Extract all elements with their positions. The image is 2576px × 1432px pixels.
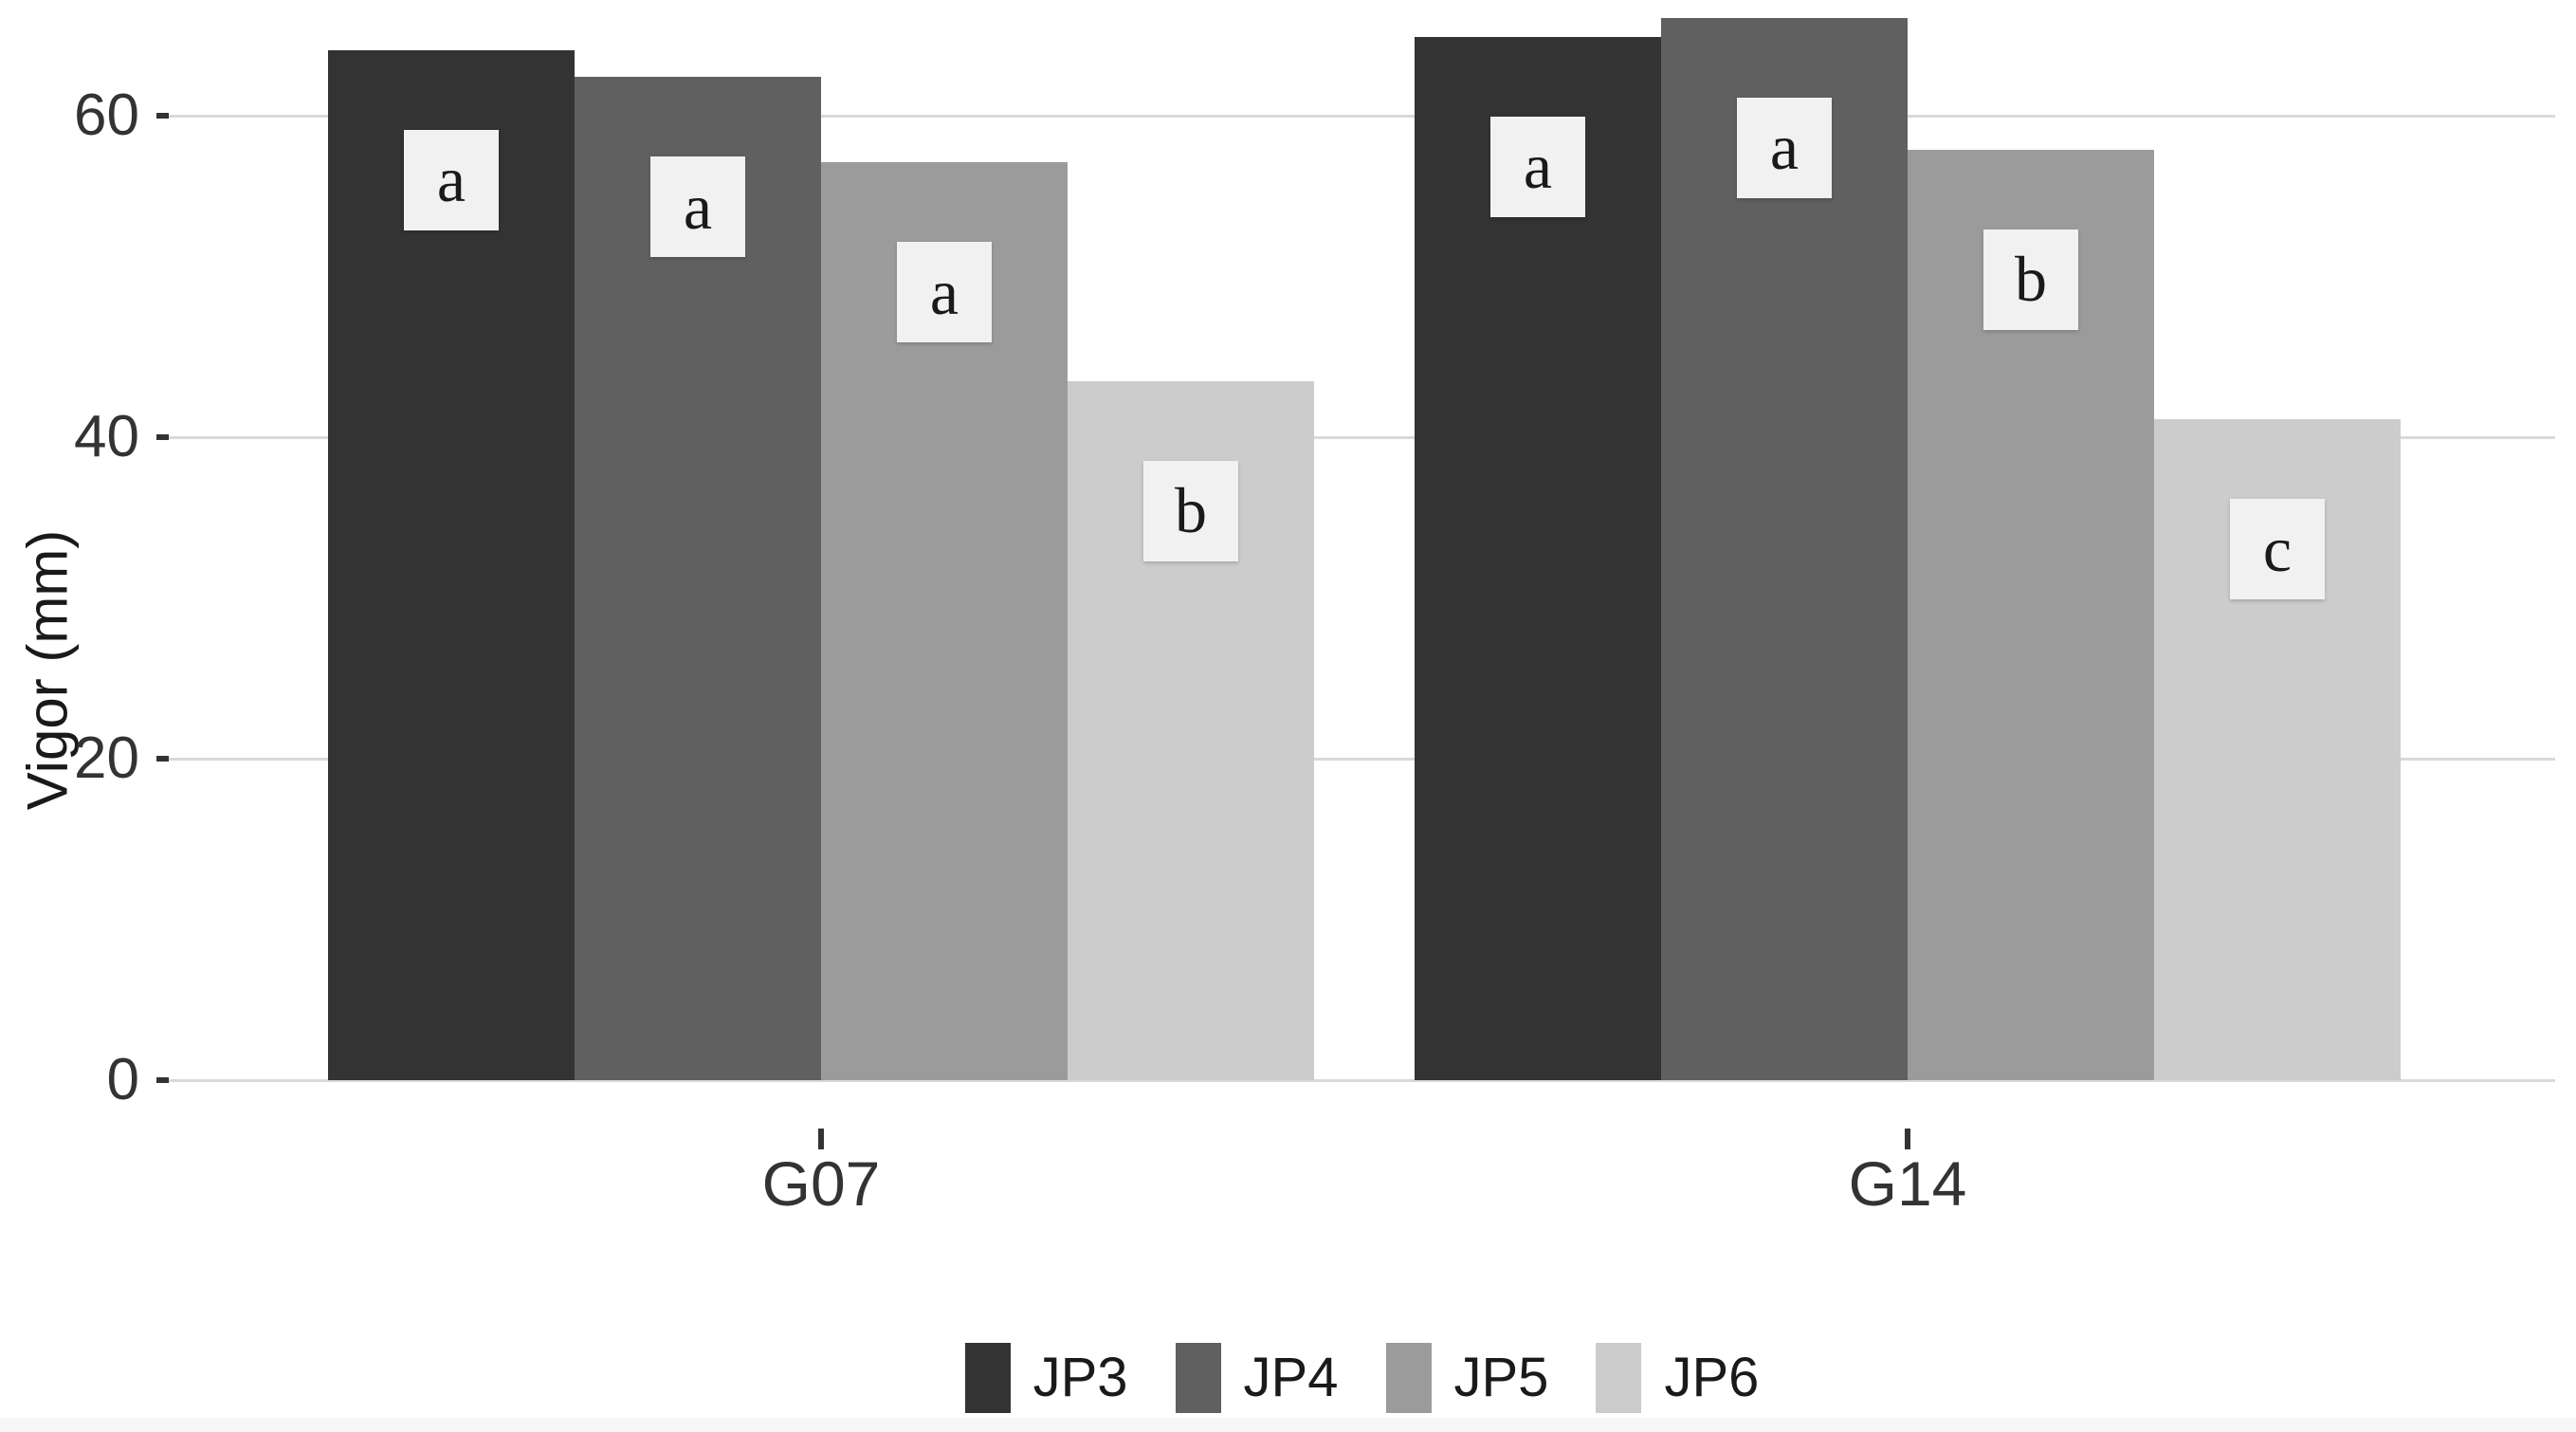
legend-item-JP6: JP6 <box>1596 1343 1759 1413</box>
sig-letter-G07-JP3: a <box>404 129 499 230</box>
y-tick-label: 20 <box>74 725 139 791</box>
legend: JP3 JP4 JP5 JP6 <box>169 1343 2555 1413</box>
sig-letter-G14-JP6: c <box>2230 499 2325 600</box>
gridline-y-60 <box>169 114 2555 118</box>
bottom-band <box>0 1418 2576 1432</box>
y-tick-label: 0 <box>106 1047 139 1112</box>
sig-letter-G14-JP4: a <box>1737 97 1832 198</box>
gridline-y-20 <box>169 757 2555 761</box>
legend-swatch-JP5 <box>1385 1343 1432 1413</box>
x-axis-tick <box>1905 1129 1910 1149</box>
legend-item-JP3: JP3 <box>964 1343 1128 1413</box>
legend-label-JP6: JP6 <box>1664 1347 1760 1408</box>
y-axis-tick <box>156 113 169 119</box>
legend-swatch-JP6 <box>1596 1343 1642 1413</box>
y-axis-tick <box>156 1077 169 1083</box>
legend-item-JP5: JP5 <box>1385 1343 1549 1413</box>
legend-swatch-JP3 <box>964 1343 1011 1413</box>
y-axis-tick <box>156 756 169 762</box>
legend-label-JP3: JP3 <box>1032 1347 1128 1408</box>
legend-label-JP5: JP5 <box>1453 1347 1549 1408</box>
sig-letter-G14-JP3: a <box>1490 116 1585 217</box>
legend-item-JP4: JP4 <box>1175 1343 1339 1413</box>
legend-label-JP4: JP4 <box>1243 1347 1339 1408</box>
sig-letter-G14-JP5: b <box>1983 229 2078 330</box>
sig-letter-G07-JP4: a <box>650 156 745 258</box>
y-axis-tick <box>156 434 169 440</box>
y-tick-label: 60 <box>74 83 139 148</box>
gridline-y-40 <box>169 435 2555 439</box>
x-tick-label-G14: G14 <box>1848 1148 1967 1219</box>
sig-letter-G07-JP6: b <box>1143 460 1238 561</box>
y-tick-label: 40 <box>74 404 139 469</box>
sig-letter-G07-JP5: a <box>897 242 992 343</box>
x-axis-tick <box>818 1129 824 1149</box>
gridline-y-0 <box>169 1078 2555 1082</box>
legend-swatch-JP4 <box>1175 1343 1221 1413</box>
x-tick-label-G07: G07 <box>761 1148 881 1219</box>
